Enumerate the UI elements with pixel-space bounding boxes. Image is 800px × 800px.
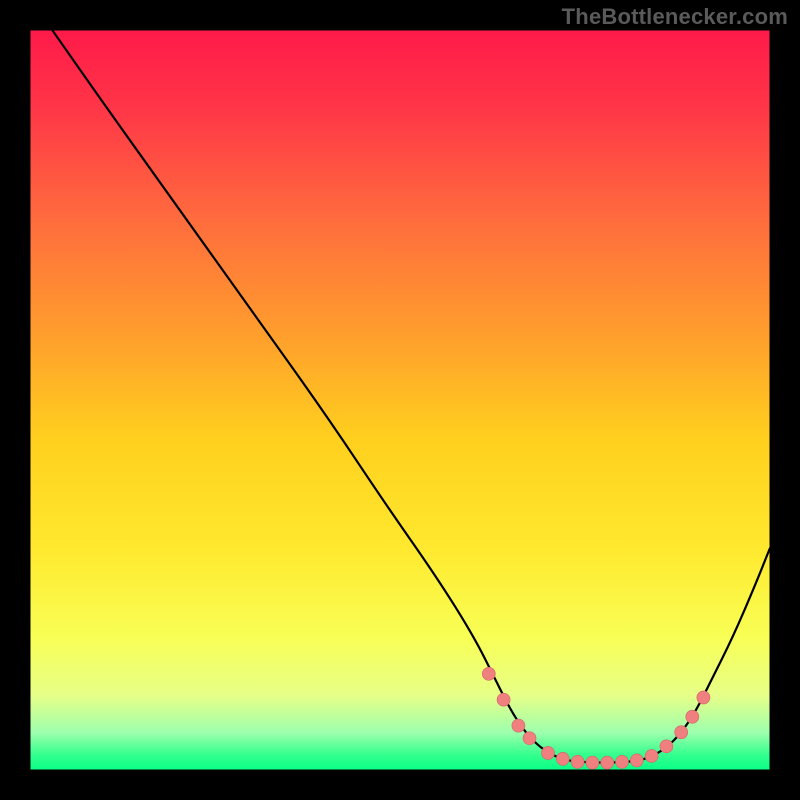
curve-marker <box>482 667 495 680</box>
curve-marker <box>497 693 510 706</box>
chart-container: TheBottlenecker.com <box>0 0 800 800</box>
curve-marker <box>523 732 536 745</box>
curve-marker <box>601 756 614 769</box>
curve-marker <box>675 726 688 739</box>
curve-marker <box>697 691 710 704</box>
watermark-text: TheBottlenecker.com <box>562 4 788 30</box>
curve-marker <box>630 754 643 767</box>
curve-marker <box>616 755 629 768</box>
curve-marker <box>645 749 658 762</box>
curve-marker <box>571 755 584 768</box>
curve-marker <box>512 719 525 732</box>
curve-marker <box>542 746 555 759</box>
curve-marker <box>660 740 673 753</box>
curve-marker <box>556 752 569 765</box>
curve-marker <box>686 710 699 723</box>
bottleneck-curve-chart <box>0 0 800 800</box>
chart-gradient-background <box>30 30 770 770</box>
curve-marker <box>586 756 599 769</box>
